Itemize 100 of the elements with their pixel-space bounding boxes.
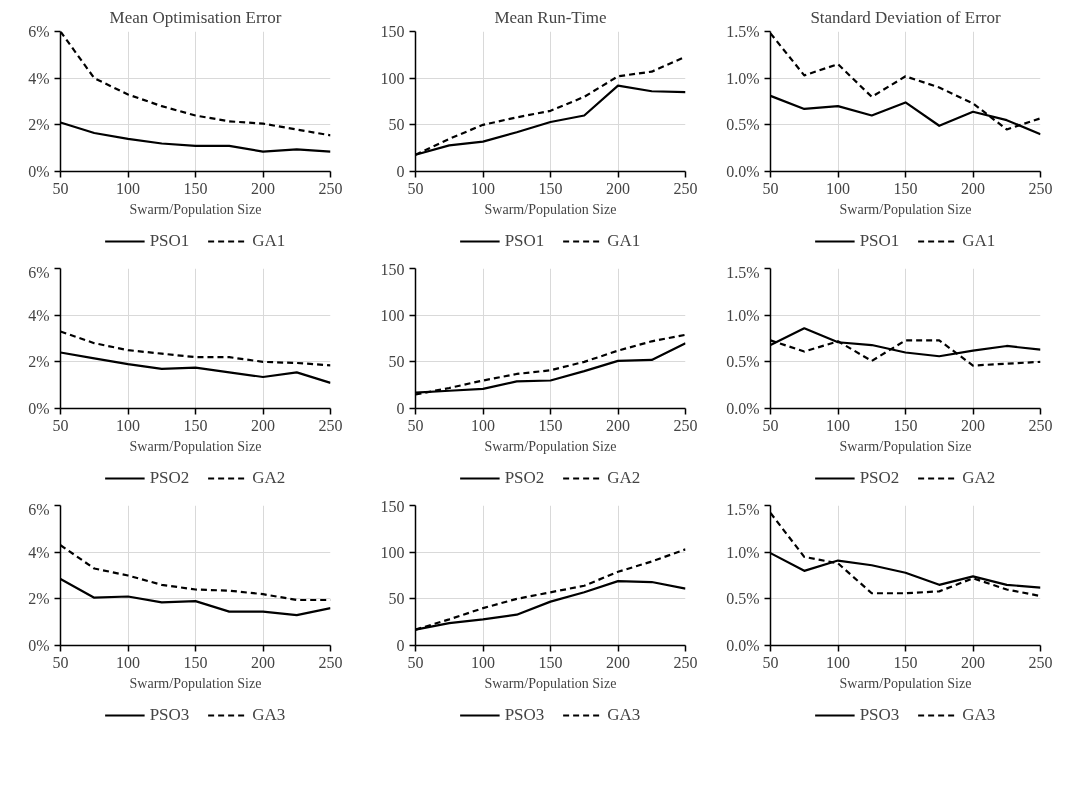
x-tick-label: 200 xyxy=(251,179,275,197)
x-tick-label: 100 xyxy=(116,653,140,671)
y-tick-label: 1.0% xyxy=(726,543,760,561)
y-tick-label: 1.5% xyxy=(726,500,760,518)
y-tick-label: 50 xyxy=(388,590,405,608)
legend-label: GA3 xyxy=(607,705,641,725)
x-tick-label: 50 xyxy=(52,179,69,197)
x-tick-label: 250 xyxy=(318,653,343,671)
legend-label: PSO2 xyxy=(859,468,900,488)
legend-label: GA1 xyxy=(252,231,286,251)
y-tick-label: 6% xyxy=(28,263,50,281)
legend-label: PSO3 xyxy=(149,705,190,725)
y-tick-label: 100 xyxy=(380,543,405,561)
x-tick-label: 250 xyxy=(1028,653,1053,671)
x-tick-label: 200 xyxy=(961,653,985,671)
y-tick-label: 0.5% xyxy=(726,116,760,134)
x-axis-title: Swarm/Population Size xyxy=(484,201,617,217)
y-tick-label: 4% xyxy=(28,69,50,87)
y-tick-label: 0 xyxy=(396,163,405,180)
x-axis-title: Swarm/Population Size xyxy=(129,201,262,217)
x-tick-label: 150 xyxy=(893,653,918,671)
x-axis-title: Swarm/Population Size xyxy=(839,438,972,454)
x-tick-label: 100 xyxy=(471,653,495,671)
x-tick-label: 250 xyxy=(1028,179,1053,197)
x-tick-label: 150 xyxy=(183,416,208,434)
x-tick-label: 50 xyxy=(407,653,424,671)
x-axis-title: Swarm/Population Size xyxy=(484,675,617,691)
x-tick-label: 200 xyxy=(606,653,630,671)
y-tick-label: 100 xyxy=(380,69,405,87)
x-tick-label: 150 xyxy=(893,416,918,434)
x-axis-title: Swarm/Population Size xyxy=(129,675,262,691)
x-tick-label: 100 xyxy=(826,416,850,434)
y-tick-label: 1.0% xyxy=(726,306,760,324)
y-tick-label: 50 xyxy=(388,353,405,371)
x-tick-label: 150 xyxy=(538,179,563,197)
y-tick-label: 4% xyxy=(28,543,50,561)
x-tick-label: 250 xyxy=(673,179,698,197)
x-tick-label: 100 xyxy=(116,179,140,197)
x-tick-label: 50 xyxy=(762,179,779,197)
x-axis-title: Swarm/Population Size xyxy=(839,201,972,217)
x-axis-title: Swarm/Population Size xyxy=(129,438,262,454)
x-tick-label: 50 xyxy=(52,416,69,434)
x-tick-label: 200 xyxy=(251,416,275,434)
y-tick-label: 0 xyxy=(396,637,405,654)
x-tick-label: 100 xyxy=(826,179,850,197)
y-tick-label: 2% xyxy=(28,590,50,608)
x-tick-label: 50 xyxy=(762,416,779,434)
x-tick-label: 200 xyxy=(961,416,985,434)
x-tick-label: 150 xyxy=(538,416,563,434)
y-tick-label: 1.5% xyxy=(726,263,760,281)
x-axis-title: Swarm/Population Size xyxy=(839,675,972,691)
x-tick-label: 100 xyxy=(826,653,850,671)
legend-label: PSO3 xyxy=(504,705,545,725)
chart-title: Mean Optimisation Error xyxy=(109,7,282,27)
legend-label: PSO2 xyxy=(504,468,545,488)
legend-label: PSO1 xyxy=(859,231,900,251)
y-tick-label: 4% xyxy=(28,306,50,324)
y-tick-label: 0.0% xyxy=(726,637,760,654)
x-tick-label: 250 xyxy=(318,179,343,197)
x-tick-label: 100 xyxy=(471,179,495,197)
y-tick-label: 0.5% xyxy=(726,590,760,608)
x-tick-label: 200 xyxy=(961,179,985,197)
x-tick-label: 100 xyxy=(116,416,140,434)
y-tick-label: 0.0% xyxy=(726,400,760,417)
x-tick-label: 250 xyxy=(673,416,698,434)
y-tick-label: 0 xyxy=(396,400,405,417)
y-tick-label: 0.0% xyxy=(726,163,760,180)
y-tick-label: 2% xyxy=(28,353,50,371)
x-tick-label: 200 xyxy=(606,416,630,434)
y-tick-label: 1.0% xyxy=(726,69,760,87)
legend-label: PSO1 xyxy=(149,231,190,251)
legend-label: PSO2 xyxy=(149,468,190,488)
y-tick-label: 0% xyxy=(28,637,50,654)
x-tick-label: 200 xyxy=(606,179,630,197)
y-tick-label: 150 xyxy=(380,497,405,515)
x-tick-label: 150 xyxy=(183,653,208,671)
x-tick-label: 150 xyxy=(893,179,918,197)
legend-label: GA1 xyxy=(962,231,996,251)
x-tick-label: 50 xyxy=(762,653,779,671)
y-tick-label: 100 xyxy=(380,306,405,324)
legend-label: GA3 xyxy=(962,705,996,725)
legend-label: GA2 xyxy=(607,468,641,488)
x-tick-label: 250 xyxy=(1028,416,1053,434)
legend-label: GA3 xyxy=(252,705,286,725)
x-tick-label: 50 xyxy=(407,179,424,197)
y-tick-label: 1.5% xyxy=(726,23,760,40)
x-tick-label: 100 xyxy=(471,416,495,434)
y-tick-label: 0% xyxy=(28,163,50,180)
x-tick-label: 250 xyxy=(318,416,343,434)
x-tick-label: 150 xyxy=(183,179,208,197)
chart-title: Mean Run-Time xyxy=(494,7,607,27)
y-tick-label: 50 xyxy=(388,116,405,134)
y-tick-label: 150 xyxy=(380,23,405,40)
x-tick-label: 150 xyxy=(538,653,563,671)
legend-label: GA2 xyxy=(962,468,996,488)
x-tick-label: 200 xyxy=(251,653,275,671)
legend-label: PSO3 xyxy=(859,705,900,725)
y-tick-label: 150 xyxy=(380,260,405,278)
y-tick-label: 0.5% xyxy=(726,353,760,371)
x-tick-label: 250 xyxy=(673,653,698,671)
